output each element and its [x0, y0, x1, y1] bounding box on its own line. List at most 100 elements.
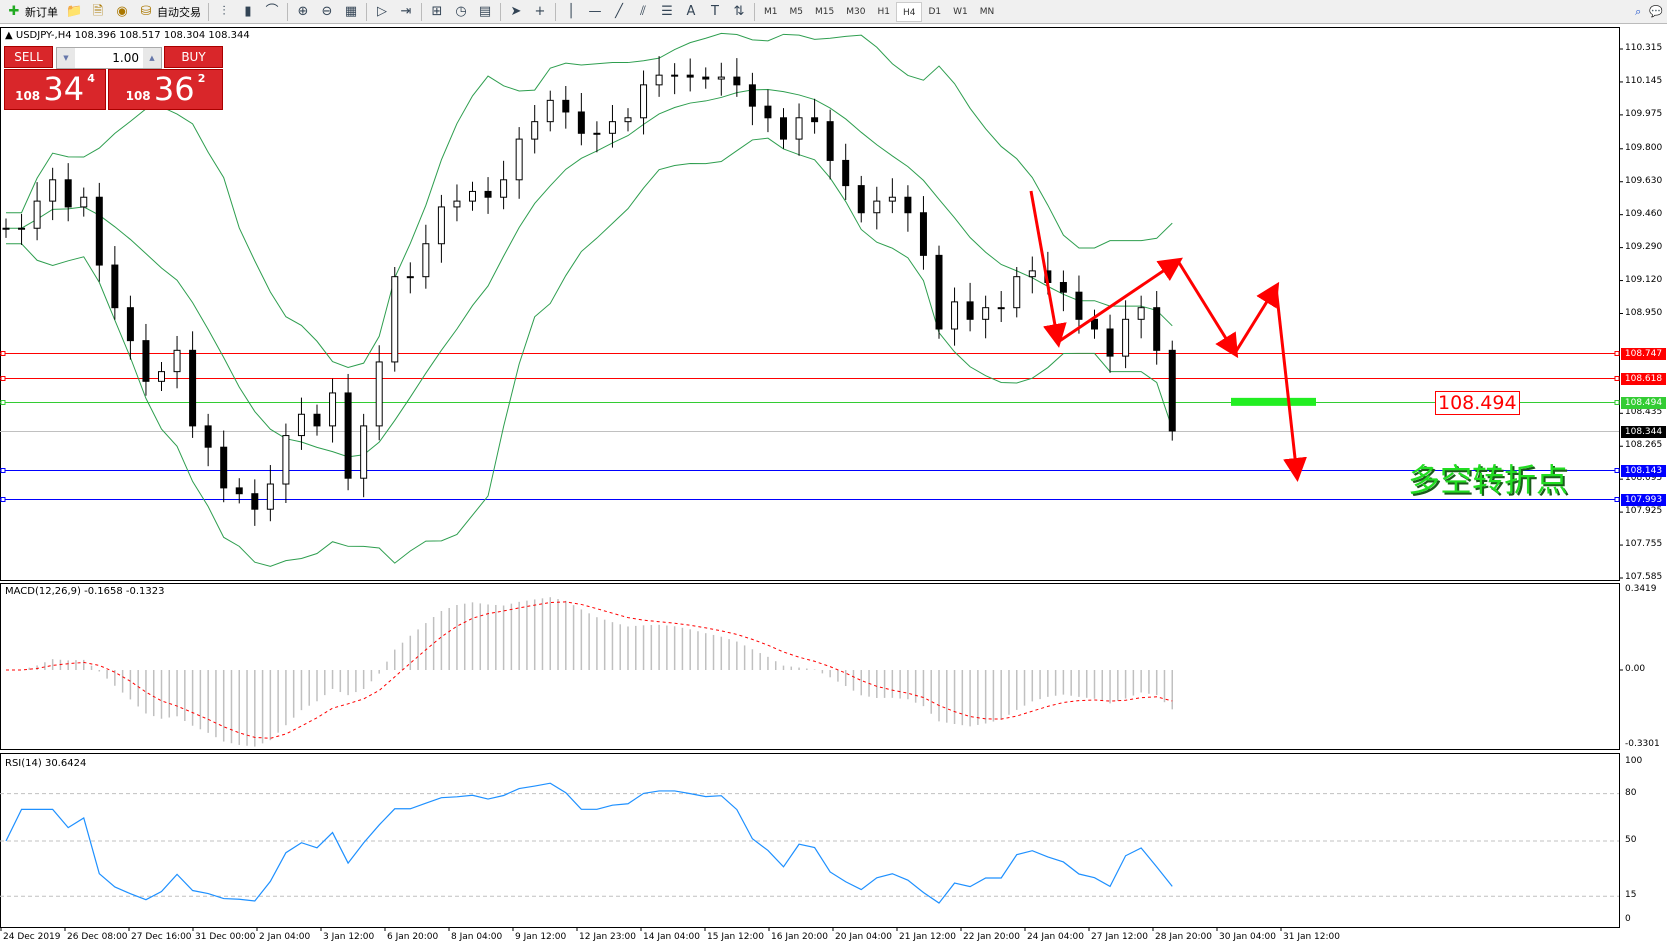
toolbar-separator	[208, 2, 209, 21]
candlestick-button[interactable]: ▮	[236, 2, 260, 22]
chat-icon[interactable]: 💬	[1649, 5, 1663, 18]
level-handle	[0, 400, 6, 405]
timeframe-m1[interactable]: M1	[764, 6, 778, 17]
level-price-label[interactable]: 107.993	[1621, 493, 1666, 506]
price-label-box[interactable]: 108.494	[1435, 391, 1520, 415]
trend-arrow	[1233, 281, 1280, 354]
timeframe-w1[interactable]: W1	[953, 6, 968, 17]
macd-label: MACD(12,26,9) -0.1658 -0.1323	[5, 586, 165, 597]
sell-button[interactable]: SELL	[4, 46, 53, 68]
horizontal-line-icon: —	[588, 3, 602, 19]
templates-button[interactable]: ▤	[473, 2, 497, 22]
toolbar-item-0[interactable]: ✚ 新订单	[2, 2, 62, 22]
time-axis-label: 15 Jan 12:00	[707, 932, 764, 942]
zoom-in-button[interactable]: ⊕	[291, 2, 315, 22]
tile-windows-button[interactable]: ▦	[339, 2, 363, 22]
line-chart-button[interactable]: ⌒	[260, 2, 284, 22]
timeframe-h4[interactable]: H4	[895, 1, 923, 22]
lot-size-input[interactable]: ▼ 1.00 ▲	[56, 47, 162, 69]
level-price-label[interactable]: 108.344	[1621, 425, 1666, 438]
trendline-button[interactable]: ╱	[607, 2, 631, 22]
level-price-label[interactable]: 108.747	[1621, 347, 1666, 360]
arrows-button[interactable]: ⇅	[727, 2, 751, 22]
timeframe-m5[interactable]: M5	[789, 6, 804, 17]
candle-body	[951, 301, 959, 330]
candle-body	[329, 392, 337, 427]
periods-button[interactable]: ◷	[449, 2, 473, 22]
price-axis-label: 109.630	[1625, 175, 1663, 186]
candle-body	[982, 307, 990, 320]
text-label-button[interactable]: T	[703, 2, 727, 22]
lot-value[interactable]: 1.00	[112, 51, 139, 65]
chart-header: ▲ USDJPY-,H4 108.396 108.517 108.304 108…	[5, 30, 250, 41]
time-axis-label: 2 Jan 04:00	[259, 932, 311, 942]
candle-body	[764, 105, 772, 119]
candle-body	[375, 361, 383, 427]
lot-decrease-button[interactable]: ▼	[57, 48, 75, 68]
crosshair-button[interactable]: +	[528, 2, 552, 22]
candle-body	[811, 117, 819, 123]
bar-chart-button[interactable]: ⫶	[212, 2, 236, 22]
chart-shift-button[interactable]: ⇥	[394, 2, 418, 22]
rsi-line	[5, 782, 1173, 904]
macd-signal-line	[6, 601, 1173, 739]
level-price-label[interactable]: 108.494	[1621, 396, 1666, 409]
rsi-axis-label: 50	[1625, 835, 1637, 845]
rsi-axis-label: 15	[1625, 890, 1637, 901]
sell-price[interactable]: 108 34 4	[4, 69, 106, 110]
timeframe-m15[interactable]: M15	[815, 6, 835, 17]
lot-increase-button[interactable]: ▲	[143, 48, 161, 68]
time-axis-label: 24 Jan 04:00	[1027, 932, 1084, 942]
level-handle	[0, 376, 6, 381]
timeframe-h1[interactable]: H1	[877, 6, 890, 17]
toolbar-item-1[interactable]: 📁	[62, 2, 86, 22]
time-axis-label: 8 Jan 04:00	[451, 932, 503, 942]
price-axis-label: 107.755	[1625, 539, 1663, 550]
candle-body	[173, 349, 181, 373]
level-price-label[interactable]: 108.618	[1621, 372, 1666, 385]
annotation-text[interactable]: 多空转折点	[1408, 461, 1569, 499]
auto-scroll-icon: ▷	[377, 3, 387, 19]
arrows-icon: ⇅	[733, 3, 745, 19]
candle-body	[80, 196, 88, 208]
horizontal-line-button[interactable]: —	[583, 2, 607, 22]
price-axis-label: 109.290	[1625, 241, 1663, 252]
level-handle	[0, 468, 6, 473]
time-axis-label: 20 Jan 04:00	[835, 932, 892, 942]
time-axis-label: 27 Jan 12:00	[1091, 932, 1148, 942]
main-pane-frame	[0, 27, 1620, 581]
time-axis-label: 30 Jan 04:00	[1219, 932, 1276, 942]
toolbar-item-3[interactable]: ◉	[110, 2, 134, 22]
text-button[interactable]: A	[679, 2, 703, 22]
buy-price[interactable]: 108 36 2	[108, 69, 223, 110]
timeframe-d1[interactable]: D1	[928, 6, 942, 17]
zoom-out-button[interactable]: ⊖	[315, 2, 339, 22]
toolbar-separator	[366, 2, 367, 21]
buy-button[interactable]: BUY	[164, 46, 223, 68]
candle-body	[919, 212, 927, 256]
vertical-line-button[interactable]: │	[559, 2, 583, 22]
rsi-pane-frame	[0, 753, 1620, 928]
candle-body	[515, 138, 523, 181]
candle-body	[1137, 307, 1145, 320]
bollinger-upper	[6, 32, 1173, 368]
toolbar-item-4[interactable]: ⛁ 自动交易	[134, 2, 205, 22]
level-handle	[1614, 400, 1620, 405]
cursor-button[interactable]: ➤	[504, 2, 528, 22]
candle-body	[437, 206, 445, 245]
sell-price-pips: 34	[43, 70, 85, 108]
timeframe-m30[interactable]: M30	[846, 6, 866, 17]
indicators-button[interactable]: ⊞	[425, 2, 449, 22]
level-price-label[interactable]: 108.143	[1621, 464, 1666, 477]
indicators-icon: ⊞	[431, 3, 443, 19]
search-icon[interactable]: ⌕	[1635, 4, 1642, 18]
fibonacci-button[interactable]: ☰	[655, 2, 679, 22]
timeframe-mn[interactable]: MN	[979, 6, 995, 17]
auto-scroll-button[interactable]: ▷	[370, 2, 394, 22]
equidistant-channel-button[interactable]: ⫽	[631, 2, 655, 22]
toolbar-item-2[interactable]: 🗎	[86, 2, 110, 22]
price-axis-label: 109.975	[1625, 108, 1663, 119]
candle-body	[888, 196, 896, 202]
bollinger-middle	[6, 88, 1173, 458]
